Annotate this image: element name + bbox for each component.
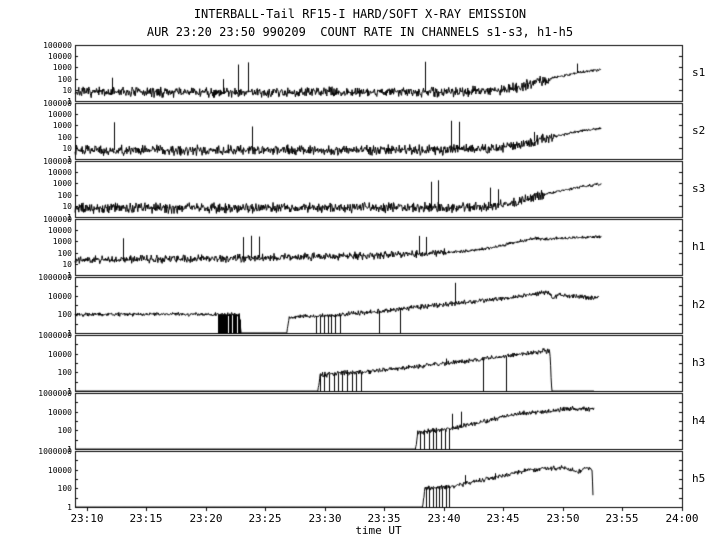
panel-label-h2: h2 <box>692 298 706 311</box>
panel-label-h5: h5 <box>692 472 706 485</box>
x-axis-label: time UT <box>355 524 402 537</box>
y-tick-label: 1 <box>67 155 72 164</box>
y-tick-label: 100 <box>57 426 72 435</box>
y-tick-label: 100000 <box>43 215 72 224</box>
x-tick-label: 23:55 <box>605 512 639 525</box>
y-tick-label: 100000 <box>43 41 72 50</box>
y-tick-label: 10 <box>62 260 72 269</box>
panel-label-s3: s3 <box>692 182 706 195</box>
y-tick-label: 1 <box>67 329 72 338</box>
y-tick-label: 100 <box>57 368 72 377</box>
y-tick-label: 100000 <box>43 157 72 166</box>
x-tick-label: 23:45 <box>486 512 520 525</box>
x-tick-label: 23:25 <box>248 512 282 525</box>
y-tick-label: 1000 <box>52 237 72 246</box>
y-tick-label: 10000 <box>47 52 72 61</box>
y-tick-label: 1 <box>67 387 72 396</box>
panel-label-s2: s2 <box>692 124 706 137</box>
y-tick-label: 100 <box>57 484 72 493</box>
y-tick-label: 10000 <box>47 350 72 359</box>
y-tick-label: 10000 <box>47 168 72 177</box>
x-tick-label: 24:00 <box>665 512 699 525</box>
y-tick-label: 1000000 <box>38 447 72 456</box>
y-tick-label: 100000 <box>43 99 72 108</box>
y-tick-label: 1 <box>67 503 72 512</box>
y-tick-label: 10000 <box>47 226 72 235</box>
x-tick-label: 23:40 <box>427 512 461 525</box>
y-tick-label: 10000 <box>47 466 72 475</box>
panel-label-s1: s1 <box>692 66 706 79</box>
x-tick-label: 23:35 <box>367 512 401 525</box>
y-tick-label: 10000 <box>47 110 72 119</box>
y-tick-label: 1000000 <box>38 389 72 398</box>
x-tick-label: 23:10 <box>70 512 104 525</box>
y-tick-label: 10 <box>62 202 72 211</box>
y-tick-label: 1000 <box>52 179 72 188</box>
y-tick-label: 100 <box>57 310 72 319</box>
x-tick-label: 23:20 <box>189 512 223 525</box>
x-tick-label: 23:30 <box>308 512 342 525</box>
y-tick-label: 10000 <box>47 408 72 417</box>
x-tick-label: 23:15 <box>129 512 163 525</box>
y-tick-label: 100 <box>57 191 72 200</box>
panel-label-h3: h3 <box>692 356 706 369</box>
y-tick-label: 1000 <box>52 63 72 72</box>
y-tick-label: 100 <box>57 249 72 258</box>
panel-label-h4: h4 <box>692 414 706 427</box>
y-tick-label: 10 <box>62 86 72 95</box>
y-tick-label: 100 <box>57 133 72 142</box>
y-tick-label: 100 <box>57 75 72 84</box>
y-tick-label: 1000000 <box>38 331 72 340</box>
panel-label-h1: h1 <box>692 240 706 253</box>
y-tick-label: 1000 <box>52 121 72 130</box>
y-tick-label: 1000000 <box>38 273 72 282</box>
y-tick-label: 1 <box>67 213 72 222</box>
y-tick-label: 10000 <box>47 292 72 301</box>
y-tick-label: 1 <box>67 271 72 280</box>
x-tick-label: 23:50 <box>546 512 580 525</box>
y-tick-label: 10 <box>62 144 72 153</box>
y-tick-label: 1 <box>67 97 72 106</box>
y-tick-label: 1 <box>67 445 72 454</box>
